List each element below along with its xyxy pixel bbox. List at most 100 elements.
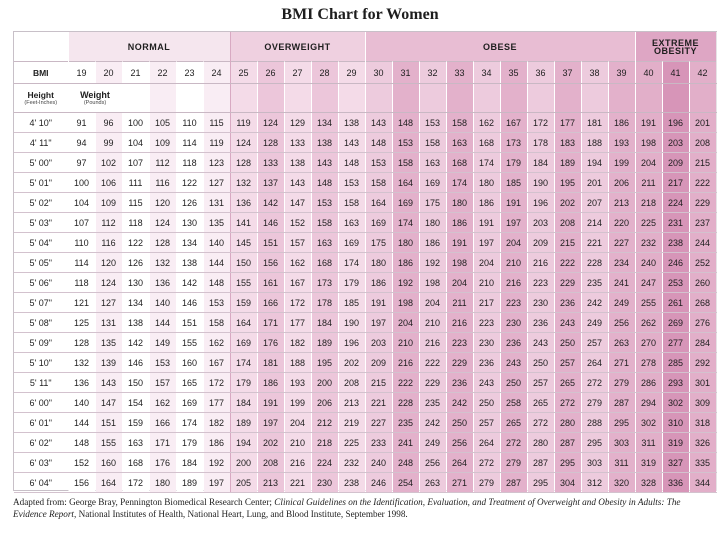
weight-cell: 128 — [68, 332, 96, 353]
weight-cell: 164 — [365, 192, 393, 213]
bmi-value-cell: 28 — [311, 61, 339, 84]
weight-cell: 279 — [608, 372, 636, 393]
weight-label: Weight (Pounds) — [68, 83, 123, 113]
weight-cell: 107 — [122, 152, 150, 173]
weight-cell: 204 — [284, 412, 312, 433]
weight-cell: 153 — [419, 112, 447, 133]
weight-cell: 293 — [662, 372, 690, 393]
weight-cell: 151 — [257, 232, 285, 253]
weight-cell: 163 — [446, 132, 474, 153]
weight-cell: 311 — [635, 432, 663, 453]
weight-cell: 265 — [554, 372, 582, 393]
weight-cell: 186 — [365, 272, 393, 293]
weight-cell: 174 — [473, 152, 501, 173]
weight-cell: 134 — [122, 292, 150, 313]
weight-cell: 160 — [176, 352, 204, 373]
weight-cell: 213 — [608, 192, 636, 213]
weight-cell: 156 — [68, 472, 96, 493]
weight-cell: 118 — [176, 152, 204, 173]
weight-cell: 116 — [95, 232, 123, 253]
weight-cell: 311 — [608, 452, 636, 473]
weight-cell: 132 — [68, 352, 96, 373]
weight-cell: 124 — [95, 272, 123, 293]
weight-cell: 198 — [392, 292, 420, 313]
weight-cell: 199 — [284, 392, 312, 413]
weight-cell: 204 — [500, 232, 528, 253]
weight-cell: 116 — [149, 172, 177, 193]
weight-cell: 138 — [338, 112, 366, 133]
weight-cell: 225 — [635, 212, 663, 233]
weight-cell: 138 — [311, 132, 339, 153]
weight-cell: 256 — [446, 432, 474, 453]
weight-cell: 180 — [149, 472, 177, 493]
citation-title: Clinical Guidelines on the Identificatio… — [13, 497, 681, 519]
weight-cell: 191 — [446, 232, 474, 253]
blank-cell — [176, 83, 204, 113]
weight-cell: 250 — [527, 352, 555, 373]
weight-cell: 272 — [581, 372, 609, 393]
weight-cell: 179 — [500, 152, 528, 173]
weight-cell: 132 — [149, 252, 177, 273]
weight-cell: 250 — [500, 372, 528, 393]
weight-cell: 138 — [122, 312, 150, 333]
table-row: 5' 10" 132 139 146 153 160 167 174 181 188 195 202 2… — [14, 352, 717, 373]
weight-cell: 146 — [257, 212, 285, 233]
weight-cell: 186 — [203, 432, 231, 453]
weight-cell: 247 — [635, 272, 663, 293]
weight-cell: 229 — [419, 372, 447, 393]
weight-cell: 177 — [554, 112, 582, 133]
weight-cell: 335 — [689, 452, 717, 473]
weight-cell: 208 — [554, 212, 582, 233]
weight-cell: 223 — [446, 332, 474, 353]
weight-cell: 148 — [68, 432, 96, 453]
weight-cell: 243 — [527, 332, 555, 353]
weight-cell: 130 — [176, 212, 204, 233]
weight-cell: 235 — [581, 272, 609, 293]
weight-cell: 198 — [419, 272, 447, 293]
weight-cell: 163 — [122, 432, 150, 453]
height-cell: 4' 11" — [14, 132, 69, 153]
weight-cell: 126 — [176, 192, 204, 213]
weight-cell: 186 — [608, 112, 636, 133]
weight-cell: 271 — [608, 352, 636, 373]
weight-cell: 110 — [176, 112, 204, 133]
weight-cell: 158 — [392, 152, 420, 173]
weight-cell: 174 — [176, 412, 204, 433]
weight-cell: 224 — [311, 452, 339, 473]
blank-cell — [581, 83, 609, 113]
weight-cell: 158 — [203, 312, 231, 333]
blank-cell — [257, 83, 285, 113]
weight-cell: 229 — [446, 352, 474, 373]
weight-cell: 169 — [419, 172, 447, 193]
bmi-value-cell: 22 — [149, 61, 177, 84]
blank-cell — [662, 83, 690, 113]
weight-cell: 206 — [311, 392, 339, 413]
weight-cell: 157 — [284, 232, 312, 253]
weight-cell: 186 — [257, 372, 285, 393]
weight-cell: 158 — [338, 192, 366, 213]
weight-cell: 295 — [527, 472, 555, 493]
blank-cell — [635, 83, 663, 113]
weight-cell: 249 — [419, 432, 447, 453]
weight-cell: 319 — [662, 432, 690, 453]
bmi-value-cell: 30 — [365, 61, 393, 84]
weight-cell: 208 — [338, 372, 366, 393]
weight-cell: 191 — [635, 112, 663, 133]
weight-cell: 202 — [257, 432, 285, 453]
weight-cell: 148 — [338, 152, 366, 173]
weight-cell: 174 — [230, 352, 258, 373]
weight-cell: 164 — [392, 172, 420, 193]
weight-cell: 143 — [284, 172, 312, 193]
weight-cell: 132 — [230, 172, 258, 193]
category-obese: OBESE — [365, 32, 636, 62]
weight-cell: 140 — [203, 232, 231, 253]
weight-cell: 168 — [446, 152, 474, 173]
weight-cell: 167 — [203, 352, 231, 373]
weight-cell: 257 — [581, 332, 609, 353]
weight-cell: 202 — [338, 352, 366, 373]
weight-cell: 183 — [554, 132, 582, 153]
weight-cell: 153 — [311, 192, 339, 213]
weight-cell: 186 — [419, 232, 447, 253]
weight-cell: 221 — [365, 392, 393, 413]
weight-cell: 236 — [554, 292, 582, 313]
